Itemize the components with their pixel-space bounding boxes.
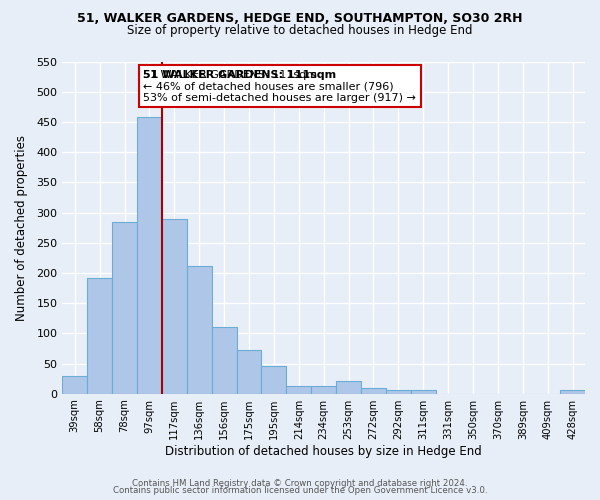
Bar [560,390,585,394]
Y-axis label: Number of detached properties: Number of detached properties [15,134,28,320]
Bar [62,376,87,394]
Bar [162,218,187,394]
Bar [87,278,112,394]
Bar [386,390,411,394]
Bar [262,366,286,394]
Bar [187,266,212,394]
Bar [137,117,162,394]
Bar [336,381,361,394]
Text: 51, WALKER GARDENS, HEDGE END, SOUTHAMPTON, SO30 2RH: 51, WALKER GARDENS, HEDGE END, SOUTHAMPT… [77,12,523,26]
Bar [361,388,386,394]
X-axis label: Distribution of detached houses by size in Hedge End: Distribution of detached houses by size … [165,444,482,458]
Bar [212,328,236,394]
Bar [286,386,311,394]
Text: Size of property relative to detached houses in Hedge End: Size of property relative to detached ho… [127,24,473,37]
Text: 51 WALKER GARDENS: 111sqm: 51 WALKER GARDENS: 111sqm [143,70,337,80]
Bar [411,390,436,394]
Bar [112,222,137,394]
Bar [311,386,336,394]
Text: 51 WALKER GARDENS: 111sqm
← 46% of detached houses are smaller (796)
53% of semi: 51 WALKER GARDENS: 111sqm ← 46% of detac… [143,70,416,103]
Text: Contains HM Land Registry data © Crown copyright and database right 2024.: Contains HM Land Registry data © Crown c… [132,478,468,488]
Text: Contains public sector information licensed under the Open Government Licence v3: Contains public sector information licen… [113,486,487,495]
Bar [236,350,262,394]
